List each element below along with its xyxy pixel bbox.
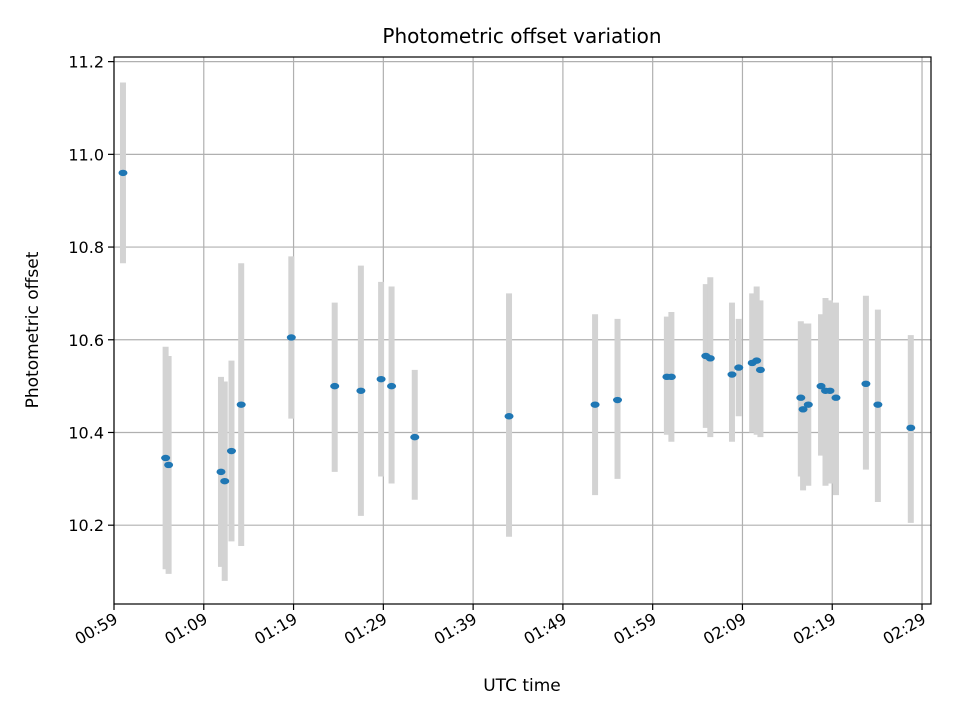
data-point bbox=[118, 169, 128, 177]
data-point bbox=[831, 394, 841, 401]
data-point bbox=[816, 382, 826, 390]
data-point bbox=[236, 401, 246, 408]
data-point bbox=[861, 380, 871, 388]
data-point bbox=[410, 433, 420, 441]
data-point bbox=[796, 394, 806, 401]
data-point bbox=[825, 387, 835, 394]
chart-title: Photometric offset variation bbox=[382, 24, 661, 48]
data-point bbox=[798, 406, 808, 413]
y-axis-ticks: 10.2 10.4 10.6 10.8 11.0 11.2 bbox=[68, 53, 114, 535]
data-point bbox=[216, 468, 226, 476]
y-tick-label: 11.0 bbox=[68, 145, 104, 164]
data-point bbox=[590, 401, 600, 408]
y-axis-label: Photometric offset bbox=[23, 251, 43, 408]
data-point bbox=[164, 461, 174, 469]
data-point bbox=[356, 387, 366, 394]
data-point bbox=[387, 382, 397, 390]
data-point bbox=[734, 364, 744, 371]
data-point bbox=[330, 382, 340, 390]
data-point bbox=[755, 366, 765, 374]
data-point bbox=[803, 401, 813, 408]
data-point bbox=[666, 373, 676, 381]
data-point bbox=[286, 334, 296, 341]
y-tick-label: 11.2 bbox=[68, 53, 104, 72]
data-point bbox=[705, 355, 715, 362]
data-point bbox=[727, 371, 737, 378]
y-tick-label: 10.4 bbox=[68, 423, 104, 442]
data-point bbox=[220, 477, 230, 485]
data-point bbox=[226, 447, 236, 455]
data-point bbox=[376, 375, 386, 383]
data-point bbox=[752, 357, 762, 364]
grid bbox=[113, 57, 931, 604]
data-point bbox=[873, 401, 883, 408]
data-point bbox=[613, 396, 623, 404]
data-point bbox=[504, 413, 514, 420]
x-axis-label: UTC time bbox=[483, 676, 561, 696]
y-tick-label: 10.6 bbox=[68, 331, 104, 350]
plot-frame bbox=[113, 56, 932, 605]
data-point bbox=[161, 454, 171, 462]
data-point bbox=[906, 424, 916, 432]
y-tick-label: 10.8 bbox=[68, 238, 104, 257]
data-points bbox=[118, 169, 916, 485]
y-tick-label: 10.2 bbox=[68, 516, 104, 535]
